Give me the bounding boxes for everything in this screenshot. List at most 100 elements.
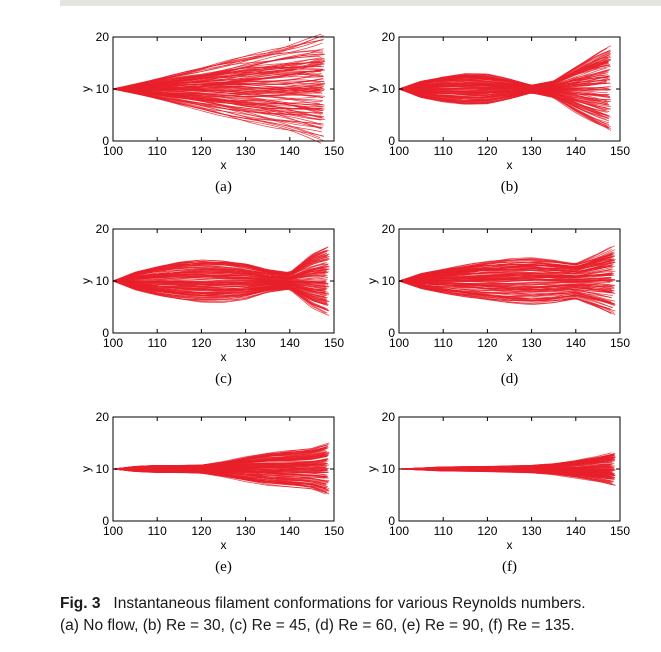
filament-lines bbox=[112, 33, 326, 144]
filament-line bbox=[398, 458, 616, 470]
filament-line bbox=[398, 88, 610, 128]
filament-line bbox=[112, 468, 326, 490]
filament-line bbox=[398, 265, 616, 282]
x-axis-label: x bbox=[221, 350, 227, 361]
filament-line bbox=[112, 88, 323, 112]
panel-label: (f) bbox=[502, 559, 517, 575]
filament-line bbox=[398, 75, 610, 90]
y-axis-label: y bbox=[79, 278, 93, 284]
filament-lines bbox=[398, 45, 612, 131]
filament-line bbox=[398, 88, 611, 118]
filament-line bbox=[398, 88, 607, 95]
x-tick-label: 110 bbox=[434, 336, 453, 350]
filament-plot-f: 100 110 120 130 140 150 0 10 20 x y bbox=[365, 410, 630, 549]
x-tick-label: 130 bbox=[522, 144, 542, 158]
x-tick-label: 100 bbox=[103, 524, 123, 538]
x-tick-label: 110 bbox=[434, 524, 453, 538]
x-tick-label: 110 bbox=[148, 336, 167, 350]
filament-line bbox=[398, 463, 613, 470]
x-tick-label: 140 bbox=[566, 336, 586, 350]
filament-line bbox=[112, 467, 328, 470]
x-tick-label: 100 bbox=[389, 524, 409, 538]
x-tick-label: 120 bbox=[477, 524, 497, 538]
filament-plot-a: 100 110 120 130 140 150 0 10 20 x y bbox=[79, 30, 344, 169]
y-tick-label: 20 bbox=[382, 222, 396, 236]
caption-line-1: Fig. 3 Instantaneous filament conformati… bbox=[60, 593, 660, 615]
x-tick-label: 100 bbox=[103, 144, 123, 158]
header-bar bbox=[60, 0, 661, 6]
filament-line bbox=[398, 269, 611, 282]
y-tick-label: 10 bbox=[382, 462, 396, 476]
filament-line bbox=[398, 468, 614, 475]
y-tick-label: 20 bbox=[382, 30, 396, 44]
filament-line bbox=[112, 280, 328, 314]
filament-plot-d: 100 110 120 130 140 150 0 10 20 x y bbox=[365, 222, 630, 361]
filament-line bbox=[398, 45, 611, 90]
filament-line bbox=[398, 453, 615, 470]
x-tick-label: 120 bbox=[191, 524, 211, 538]
caption-line-2: (a) No flow, (b) Re = 30, (c) Re = 45, (… bbox=[60, 617, 575, 634]
x-tick-label: 120 bbox=[191, 144, 211, 158]
filament-line bbox=[398, 280, 613, 299]
x-tick-label: 110 bbox=[148, 144, 167, 158]
x-tick-label: 130 bbox=[236, 524, 256, 538]
filament-plot-c: 100 110 120 130 140 150 0 10 20 x y bbox=[79, 222, 344, 361]
filament-line bbox=[398, 260, 611, 282]
filament-line bbox=[112, 280, 328, 299]
filament-line bbox=[398, 278, 613, 282]
filament-line bbox=[398, 88, 610, 102]
filament-line bbox=[112, 88, 322, 144]
x-tick-label: 120 bbox=[191, 336, 211, 350]
y-tick-label: 0 bbox=[388, 134, 395, 148]
x-tick-label: 150 bbox=[324, 144, 344, 158]
filament-line bbox=[398, 273, 613, 282]
x-tick-label: 150 bbox=[610, 524, 630, 538]
filament-line bbox=[398, 261, 614, 282]
x-tick-label: 130 bbox=[522, 524, 542, 538]
filament-line bbox=[398, 88, 609, 106]
filament-line bbox=[398, 69, 609, 90]
y-tick-label: 20 bbox=[96, 410, 110, 424]
y-tick-label: 20 bbox=[96, 222, 110, 236]
x-axis-label: x bbox=[507, 350, 513, 361]
panel-label: (d) bbox=[500, 371, 519, 387]
filament-line bbox=[112, 280, 329, 305]
filament-line bbox=[112, 279, 326, 284]
panel-label: (c) bbox=[215, 371, 232, 387]
y-tick-label: 0 bbox=[388, 326, 395, 340]
filament-line bbox=[398, 280, 614, 293]
x-tick-label: 140 bbox=[280, 524, 300, 538]
filament-lines bbox=[112, 442, 330, 495]
x-tick-label: 120 bbox=[477, 336, 497, 350]
filament-line bbox=[112, 88, 323, 102]
filament-line bbox=[112, 445, 328, 470]
filament-line bbox=[112, 274, 328, 282]
filament-line bbox=[112, 57, 322, 90]
filament-line bbox=[112, 266, 327, 282]
x-axis-label: x bbox=[221, 538, 227, 549]
x-tick-label: 140 bbox=[566, 144, 586, 158]
y-axis-label: y bbox=[365, 466, 379, 472]
panel-label: (e) bbox=[215, 559, 232, 575]
filament-line bbox=[112, 76, 321, 90]
filament-line bbox=[112, 48, 324, 90]
filament-lines bbox=[112, 246, 330, 316]
filament-line bbox=[112, 280, 329, 311]
x-tick-label: 120 bbox=[477, 144, 497, 158]
x-tick-label: 130 bbox=[236, 144, 256, 158]
x-tick-label: 110 bbox=[434, 144, 453, 158]
filament-line bbox=[112, 88, 322, 125]
filament-plot-b: 100 110 120 130 140 150 0 10 20 x y bbox=[365, 30, 630, 169]
filament-line bbox=[112, 88, 323, 114]
y-tick-label: 20 bbox=[96, 30, 110, 44]
filament-line bbox=[398, 80, 607, 90]
y-tick-label: 0 bbox=[102, 326, 109, 340]
filament-line bbox=[398, 280, 615, 286]
filament-line bbox=[112, 88, 325, 93]
figure-caption: Fig. 3 Instantaneous filament conformati… bbox=[60, 593, 660, 637]
filament-line bbox=[112, 33, 322, 90]
x-tick-label: 110 bbox=[148, 524, 167, 538]
filament-line bbox=[398, 87, 609, 91]
x-tick-label: 140 bbox=[566, 524, 586, 538]
filament-line bbox=[398, 251, 614, 282]
